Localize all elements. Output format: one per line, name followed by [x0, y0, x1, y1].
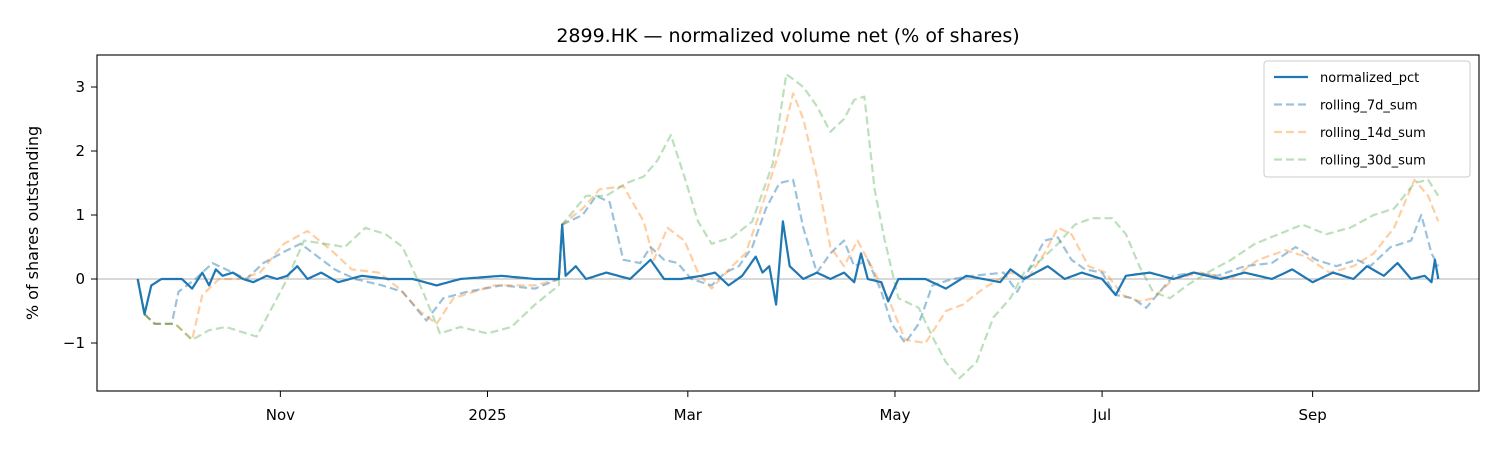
x-tick-label: Sep: [1298, 406, 1326, 424]
x-tick-label: Mar: [674, 406, 703, 424]
legend-label-normalized-pct: normalized_pct: [1320, 71, 1419, 86]
x-tick-label: May: [879, 406, 910, 424]
legend-label-rolling-7d-sum: rolling_7d_sum: [1320, 99, 1418, 114]
legend-label-rolling-30d-sum: rolling_30d_sum: [1320, 154, 1426, 169]
chart-title: 2899.HK — normalized volume net (% of sh…: [556, 25, 1019, 47]
plot-frame: [96, 54, 1480, 392]
y-tick-label: 0: [75, 270, 85, 288]
axes: Nov 2025 Mar May Jul Sep −1 0 1 2 3: [63, 78, 1327, 424]
y-tick-label: 2: [75, 142, 85, 160]
x-tick-label: Jul: [1092, 406, 1111, 424]
series-line-normalized-pct: [136, 220, 1440, 316]
y-axis-title: % of shares outstanding: [23, 126, 42, 320]
y-tick-label: 3: [75, 78, 85, 96]
legend-label-rolling-14d-sum: rolling_14d_sum: [1320, 126, 1426, 141]
legend: normalized_pct rolling_7d_sum rolling_14d_…: [1263, 60, 1471, 178]
series-line-rolling-30d-sum: [136, 73, 1440, 380]
legend-box: [1263, 60, 1471, 178]
y-tick-label: −1: [63, 334, 85, 352]
series-line-rolling-14d-sum: [136, 92, 1440, 345]
y-tick-label: 1: [75, 206, 85, 224]
x-tick-label: 2025: [468, 406, 506, 424]
plot-area: [97, 73, 1479, 380]
series-line-rolling-7d-sum: [136, 178, 1440, 345]
x-tick-label: Nov: [266, 406, 295, 424]
